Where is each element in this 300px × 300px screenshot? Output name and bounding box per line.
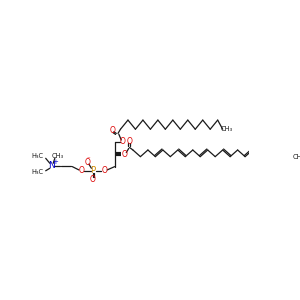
Text: ⁻: ⁻ <box>87 156 91 162</box>
Text: CH₃: CH₃ <box>221 126 233 132</box>
Text: P: P <box>91 166 96 175</box>
Text: O: O <box>109 126 115 135</box>
Text: O: O <box>79 166 84 175</box>
Text: O: O <box>120 137 126 146</box>
Text: H₃C: H₃C <box>31 153 43 159</box>
Text: O: O <box>127 137 133 146</box>
Text: CH₃: CH₃ <box>292 154 300 160</box>
Text: O: O <box>84 158 90 167</box>
Text: O: O <box>102 166 108 175</box>
Text: N: N <box>48 161 55 170</box>
Text: O: O <box>90 176 96 184</box>
Text: O: O <box>122 150 128 159</box>
Text: CH₃: CH₃ <box>51 153 63 159</box>
Text: H₃C: H₃C <box>31 169 43 175</box>
Text: +: + <box>53 159 58 165</box>
